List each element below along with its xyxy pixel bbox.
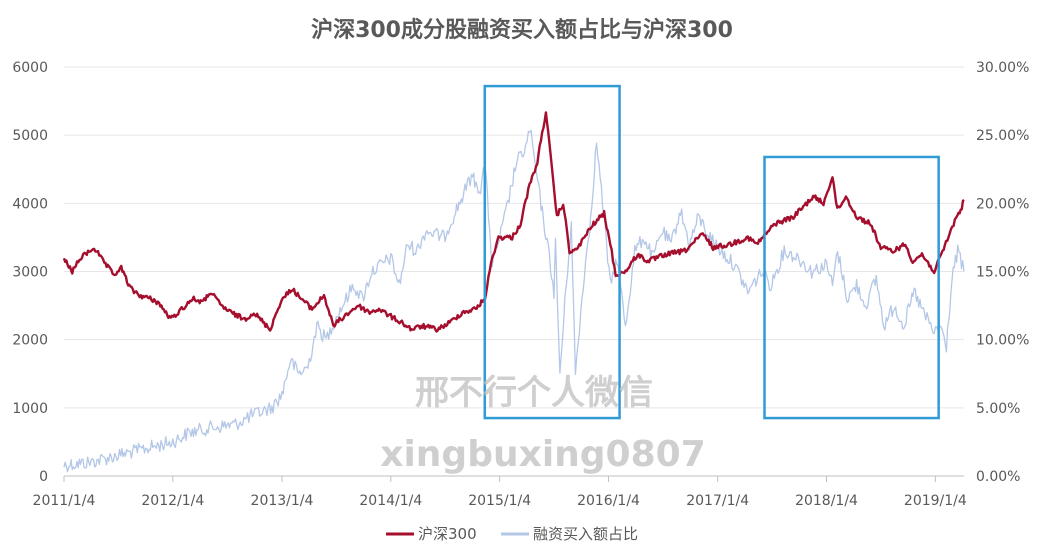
legend: 沪深300 融资买入额占比	[386, 525, 638, 543]
x-tick-label: 2014/1/4	[359, 493, 422, 509]
y-right-tick-label: 25.00%	[976, 128, 1029, 144]
x-tick-label: 2013/1/4	[251, 493, 314, 509]
x-tick-label: 2016/1/4	[577, 493, 640, 509]
watermark-text: 邢不行个人微信	[415, 373, 653, 413]
highlight-box	[763, 155, 940, 420]
gridlines	[64, 66, 964, 477]
y-left-tick-label: 4000	[12, 196, 48, 212]
x-tick-label: 2015/1/4	[468, 493, 531, 509]
highlight-box	[483, 84, 621, 420]
y-left-tick-label: 2000	[12, 333, 48, 349]
y-left-tick-label: 5000	[12, 128, 48, 144]
y-left-tick-label: 0	[39, 469, 48, 485]
y-right-tick-label: 15.00%	[976, 265, 1029, 281]
x-tick-label: 2011/1/4	[33, 493, 96, 509]
x-tick-label: 2017/1/4	[686, 493, 749, 509]
x-tick-label: 2018/1/4	[795, 493, 858, 509]
series-layer-margin-ratio	[63, 129, 965, 473]
y-right-tick-label: 0.00%	[976, 469, 1020, 485]
series-line	[62, 111, 965, 333]
legend-label-margin-ratio: 融资买入额占比	[533, 525, 638, 543]
x-tick-label: 2019/1/4	[904, 493, 967, 509]
y-axis-right-ticks: 0.00% 5.00% 10.00% 15.00% 20.00% 25.00% 30.00%	[976, 60, 1029, 485]
series-layer-index	[62, 111, 965, 333]
highlight-boxes	[483, 84, 940, 420]
y-left-tick-label: 1000	[12, 401, 48, 417]
y-left-tick-label: 3000	[12, 265, 48, 281]
x-tick-label: 2012/1/4	[141, 493, 204, 509]
y-left-tick-label: 6000	[12, 60, 48, 76]
y-right-tick-label: 30.00%	[976, 60, 1029, 76]
watermark-text: xingbuxing0807	[380, 434, 706, 475]
x-axis-ticks: 2011/1/4 2012/1/4 2013/1/4 2014/1/4 2015/1/4…	[33, 476, 967, 509]
legend-label-index: 沪深300	[418, 525, 477, 543]
series-line	[63, 129, 965, 473]
y-right-tick-label: 10.00%	[976, 333, 1029, 349]
watermarks: 邢不行个人微信 xingbuxing0807	[380, 373, 706, 475]
y-axis-left-ticks: 0 1000 2000 3000 4000 5000 6000	[12, 60, 48, 485]
y-right-tick-label: 20.00%	[976, 196, 1029, 212]
y-right-tick-label: 5.00%	[976, 401, 1020, 417]
chart-title: 沪深300成分股融资买入额占比与沪深300	[311, 18, 733, 43]
